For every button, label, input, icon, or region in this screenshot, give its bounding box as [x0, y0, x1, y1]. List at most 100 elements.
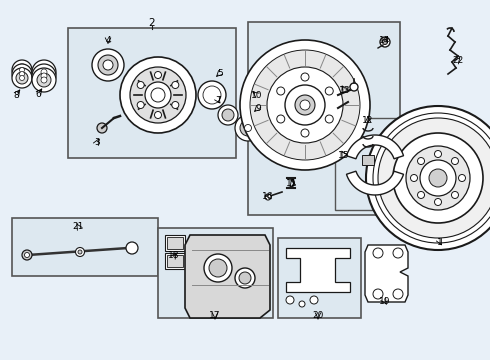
Text: 19: 19 — [379, 297, 391, 306]
Text: 15: 15 — [338, 150, 350, 159]
Bar — [335, 118, 415, 210]
Bar — [167, 237, 183, 249]
Circle shape — [12, 64, 32, 84]
Bar — [12, 218, 158, 276]
Polygon shape — [185, 235, 270, 318]
Circle shape — [239, 272, 251, 284]
Circle shape — [41, 69, 47, 75]
Circle shape — [459, 175, 466, 181]
Circle shape — [286, 296, 294, 304]
Circle shape — [378, 118, 490, 238]
Circle shape — [32, 60, 56, 84]
Circle shape — [20, 76, 25, 81]
Circle shape — [209, 259, 227, 277]
Text: 20: 20 — [312, 311, 324, 320]
Circle shape — [172, 102, 179, 108]
Circle shape — [373, 248, 383, 258]
Circle shape — [325, 87, 333, 95]
Circle shape — [75, 248, 84, 257]
Circle shape — [151, 88, 165, 102]
Circle shape — [41, 73, 47, 79]
Text: 4: 4 — [105, 36, 111, 45]
Circle shape — [37, 69, 51, 83]
Circle shape — [373, 113, 490, 243]
Circle shape — [310, 296, 318, 304]
Circle shape — [380, 37, 390, 47]
Circle shape — [435, 198, 441, 206]
Circle shape — [240, 40, 370, 170]
Text: 5: 5 — [217, 68, 223, 77]
Circle shape — [301, 73, 309, 81]
Circle shape — [406, 146, 470, 210]
Circle shape — [16, 64, 28, 76]
Circle shape — [20, 68, 25, 72]
Circle shape — [172, 81, 179, 89]
Circle shape — [137, 102, 144, 108]
Circle shape — [222, 109, 234, 121]
Circle shape — [137, 81, 144, 89]
Circle shape — [12, 68, 32, 88]
Circle shape — [250, 50, 360, 160]
Circle shape — [41, 77, 47, 83]
Circle shape — [417, 158, 424, 165]
Circle shape — [12, 60, 32, 80]
Circle shape — [154, 72, 162, 78]
Circle shape — [78, 250, 82, 254]
Polygon shape — [365, 245, 408, 302]
Text: 13: 13 — [339, 86, 351, 95]
Circle shape — [435, 150, 441, 158]
Circle shape — [32, 64, 56, 88]
Circle shape — [204, 254, 232, 282]
Text: 8: 8 — [13, 90, 19, 99]
Circle shape — [16, 68, 28, 80]
Text: 2: 2 — [148, 18, 155, 28]
Circle shape — [24, 252, 29, 257]
Text: 22: 22 — [452, 55, 464, 64]
Text: 7: 7 — [215, 95, 221, 104]
Circle shape — [393, 248, 403, 258]
Circle shape — [295, 95, 315, 115]
Circle shape — [350, 83, 358, 91]
Circle shape — [366, 106, 490, 250]
Circle shape — [240, 120, 256, 136]
Circle shape — [16, 72, 28, 84]
Circle shape — [37, 65, 51, 79]
Circle shape — [198, 81, 226, 109]
Text: 16: 16 — [262, 192, 274, 201]
Bar — [278, 238, 361, 318]
Bar — [165, 253, 185, 269]
Circle shape — [417, 192, 424, 198]
Circle shape — [92, 49, 124, 81]
Circle shape — [37, 73, 51, 87]
Bar — [68, 28, 236, 158]
Circle shape — [103, 60, 113, 70]
Circle shape — [154, 112, 162, 118]
Circle shape — [235, 115, 261, 141]
Circle shape — [20, 72, 25, 77]
Circle shape — [393, 133, 483, 223]
Circle shape — [203, 86, 221, 104]
Circle shape — [325, 115, 333, 123]
Circle shape — [245, 125, 251, 131]
Circle shape — [373, 289, 383, 299]
Circle shape — [420, 160, 456, 196]
Text: 18: 18 — [168, 252, 180, 261]
Circle shape — [277, 87, 285, 95]
Circle shape — [120, 57, 196, 133]
Circle shape — [265, 194, 271, 200]
Bar — [362, 155, 374, 165]
Circle shape — [32, 68, 56, 92]
Polygon shape — [346, 171, 404, 195]
Circle shape — [98, 55, 118, 75]
Circle shape — [218, 105, 238, 125]
Polygon shape — [346, 135, 404, 159]
Circle shape — [451, 192, 459, 198]
Polygon shape — [286, 248, 350, 292]
Circle shape — [451, 158, 459, 165]
Circle shape — [411, 175, 417, 181]
Bar — [248, 22, 400, 215]
Circle shape — [97, 123, 107, 133]
Text: 11: 11 — [286, 179, 298, 188]
Circle shape — [126, 242, 138, 254]
Circle shape — [429, 169, 447, 187]
